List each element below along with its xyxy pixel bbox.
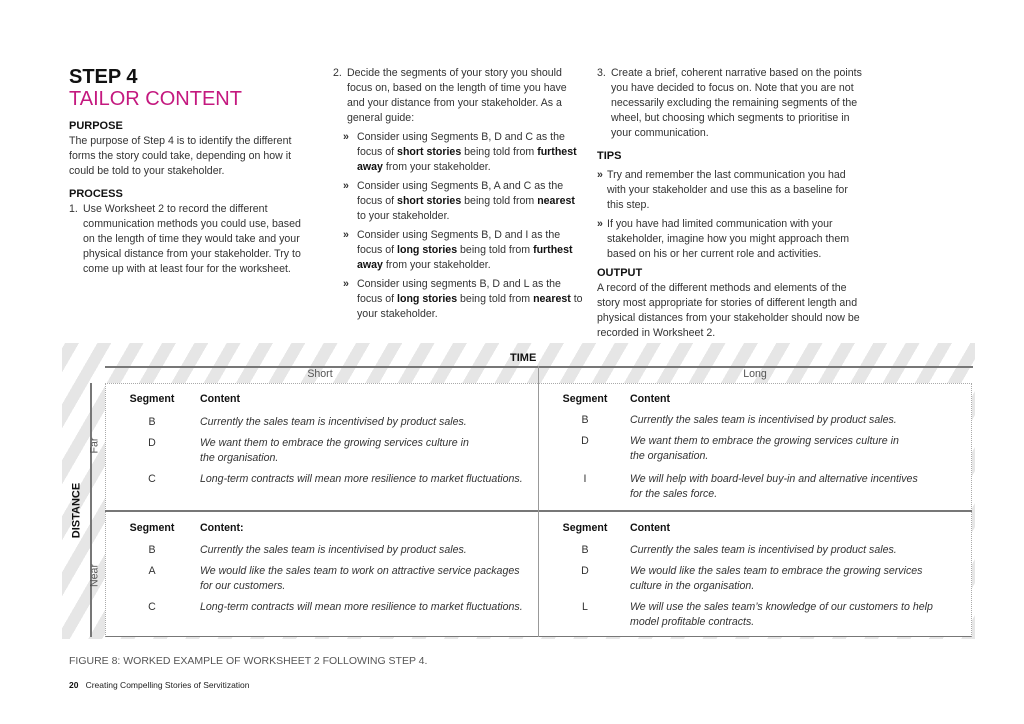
page-number: 20 [69, 680, 79, 690]
content-text: Currently the sales team is incentivised… [200, 544, 467, 556]
near-label: Near [88, 564, 101, 587]
content-header: Content: [200, 522, 244, 534]
content-text: Currently the sales team is incentivised… [630, 414, 897, 426]
tip-2: » If you have had limited communication w… [597, 218, 850, 260]
column-2: 2. Decide the segments of your story you … [333, 66, 583, 322]
column-3: 3. Create a brief, coherent narrative bas… [597, 66, 862, 341]
guide-item: » Consider using Segments B, D and C as t… [343, 131, 577, 173]
tips-heading: TIPS [597, 150, 622, 162]
document-title: Creating Compelling Stories of Servitiza… [85, 680, 250, 690]
segment-letter: D [581, 565, 589, 577]
content-header: Content [630, 393, 671, 405]
segment-letter: B [148, 544, 156, 556]
segment-header: Segment [562, 522, 608, 534]
segment-letter: D [581, 435, 589, 447]
content-text: We will help with board-level buy-in and… [630, 473, 918, 500]
segment-letter: L [582, 601, 588, 613]
content-header: Content [630, 522, 671, 534]
content-text: We want them to embrace the growing serv… [200, 437, 469, 464]
content-header: Content [200, 393, 241, 405]
content-text: Long-term contracts will mean more resil… [200, 473, 523, 485]
figure-caption: FIGURE 8: WORKED EXAMPLE OF WORKSHEET 2 … [69, 655, 428, 667]
footer: 20 Creating Compelling Stories of Servit… [69, 678, 250, 693]
segment-letter: C [148, 601, 156, 613]
process-step-1: 1. Use Worksheet 2 to record the differen… [69, 203, 301, 275]
purpose-text: The purpose of Step 4 is to identify the… [69, 135, 292, 177]
segment-header: Segment [562, 393, 608, 405]
content-text: We would like the sales team to work on … [200, 565, 520, 592]
segment-letter: D [148, 437, 156, 449]
content-text: We will use the sales team’s knowledge o… [630, 601, 933, 628]
distance-label: DISTANCE [70, 482, 83, 539]
segment-letter: I [583, 473, 587, 485]
process-heading: PROCESS [69, 188, 123, 200]
purpose-heading: PURPOSE [69, 120, 123, 132]
process-step-2: 2. Decide the segments of your story you … [333, 67, 567, 124]
segment-letter: A [148, 565, 156, 577]
output-heading: OUTPUT [597, 267, 643, 279]
segment-header: Segment [129, 522, 175, 534]
content-text: Currently the sales team is incentivised… [200, 416, 467, 428]
segment-letter: B [148, 416, 156, 428]
output-text: A record of the different methods and el… [597, 282, 860, 339]
distance-axis-line [90, 383, 92, 637]
short-label: Short [307, 368, 333, 380]
content-text: We would like the sales team to embrace … [630, 565, 923, 592]
long-label: Long [743, 368, 767, 380]
short-long-divider [538, 366, 539, 637]
guide-item: » Consider using Segments B, A and C as t… [343, 180, 575, 222]
page-title: STEP 4 [69, 66, 138, 88]
segment-letter: B [581, 544, 589, 556]
content-text: Currently the sales team is incentivised… [630, 544, 897, 556]
time-axis-line [105, 366, 973, 368]
segment-letter: C [148, 473, 156, 485]
guide-item: » Consider using Segments B, D and I as t… [343, 229, 573, 271]
guide-item: » Consider using segments B, D and L as t… [343, 278, 583, 320]
far-label: Far [88, 437, 101, 454]
content-text: We want them to embrace the growing serv… [630, 435, 899, 462]
time-label: TIME [510, 352, 537, 364]
tip-1: » Try and remember the last communication… [597, 169, 848, 211]
page-subtitle: TAILOR CONTENT [69, 88, 242, 110]
segment-header: Segment [129, 393, 175, 405]
content-text: Long-term contracts will mean more resil… [200, 601, 523, 613]
column-1: STEP 4 TAILOR CONTENT PURPOSE The purpos… [69, 66, 304, 277]
segment-letter: B [581, 414, 589, 426]
process-step-3: 3. Create a brief, coherent narrative bas… [597, 67, 862, 139]
